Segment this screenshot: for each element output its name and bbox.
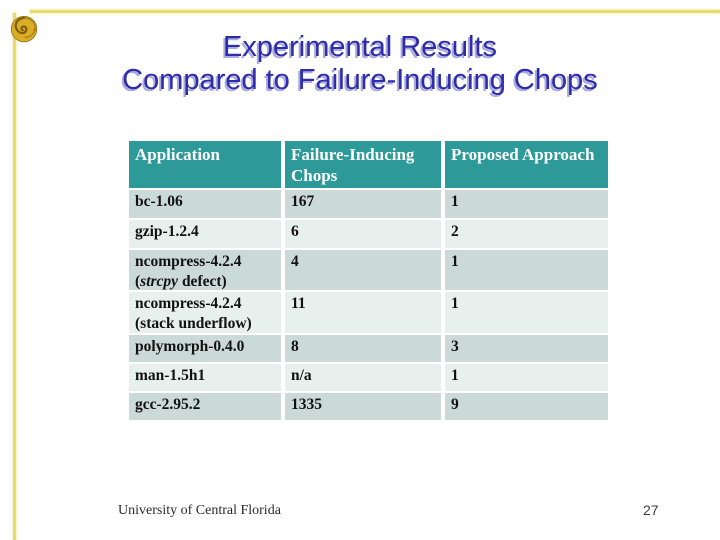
column-header-proposed-approach: Proposed Approach (445, 141, 608, 188)
application-name: polymorph-0.4.0 (135, 338, 245, 355)
application-name: gcc-2.95.2 (135, 396, 201, 413)
cell-failure-inducing-chops: 11 (285, 292, 441, 333)
cell-application: ncompress-4.2.4 (strcpy defect) (129, 250, 281, 290)
application-name: man-1.5h1 (135, 367, 206, 384)
cell-failure-inducing-chops: 4 (285, 250, 441, 290)
cell-application: gcc-2.95.2 (129, 393, 281, 420)
cell-proposed-approach: 9 (445, 393, 608, 420)
title-line-1: Experimental Results (223, 31, 497, 63)
cell-failure-inducing-chops: n/a (285, 364, 441, 391)
cell-application: polymorph-0.4.0 (129, 335, 281, 362)
cell-proposed-approach: 1 (445, 250, 608, 290)
cell-proposed-approach: 2 (445, 220, 608, 248)
column-header-failure-inducing-chops: Failure-Inducing Chops (285, 141, 441, 188)
application-note: (stack underflow) (135, 314, 252, 332)
cell-application: gzip-1.2.4 (129, 220, 281, 248)
page-number: 27 (643, 502, 659, 518)
cell-failure-inducing-chops: 6 (285, 220, 441, 248)
cell-proposed-approach: 3 (445, 335, 608, 362)
slide-border-top (30, 10, 720, 13)
cell-failure-inducing-chops: 167 (285, 190, 441, 218)
cell-proposed-approach: 1 (445, 364, 608, 391)
slide-border-left (13, 13, 16, 540)
column-header-application: Application (129, 141, 281, 188)
results-table: Application Failure-Inducing Chops Propo… (129, 141, 608, 420)
cell-proposed-approach: 1 (445, 292, 608, 333)
cell-failure-inducing-chops: 8 (285, 335, 441, 362)
slide-title: Experimental Results Compared to Failure… (0, 31, 720, 97)
application-name: ncompress-4.2.4 (135, 253, 242, 270)
cell-application: man-1.5h1 (129, 364, 281, 391)
application-name: ncompress-4.2.4 (135, 295, 242, 312)
application-name: gzip-1.2.4 (135, 223, 199, 240)
title-line-2: Compared to Failure-Inducing Chops (122, 64, 598, 96)
cell-failure-inducing-chops: 1335 (285, 393, 441, 420)
footer-institution: University of Central Florida (118, 503, 281, 518)
cell-application: bc-1.06 (129, 190, 281, 218)
cell-application: ncompress-4.2.4 (stack underflow) (129, 292, 281, 333)
ucf-pegasus-logo-icon (9, 14, 41, 46)
application-note: (strcpy defect) (135, 272, 227, 290)
application-name: bc-1.06 (135, 193, 183, 210)
cell-proposed-approach: 1 (445, 190, 608, 218)
